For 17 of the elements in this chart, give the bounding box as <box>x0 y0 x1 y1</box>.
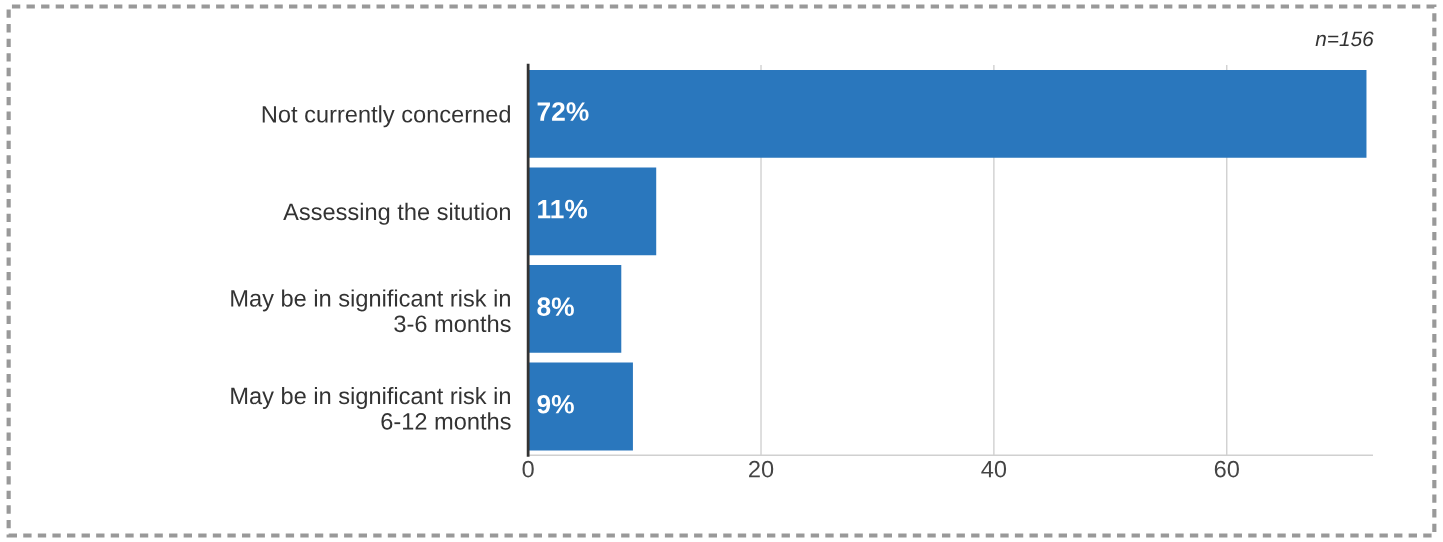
x-tick-label: 20 <box>749 460 774 478</box>
y-tick-label: May be in significant risk in 6-12 months <box>231 386 511 430</box>
bar <box>528 362 633 451</box>
x-tick-label: 0 <box>522 460 534 478</box>
y-tick-label: May be in significant risk in 3-6 months <box>231 289 511 333</box>
bar <box>528 69 1367 158</box>
data-label: 11% <box>538 199 588 219</box>
data-label: 9% <box>537 394 574 414</box>
x-tick-label: 40 <box>981 460 1007 478</box>
y-tick-label: Assessing the sitution <box>283 202 510 225</box>
bar <box>528 167 657 256</box>
text: n=156 <box>1315 31 1374 47</box>
y-tick-label: Not currently concerned <box>262 105 510 128</box>
data-label: 8% <box>537 297 574 317</box>
data-label: 72% <box>537 102 589 121</box>
x-tick-label: 60 <box>1214 460 1239 478</box>
bar <box>528 265 622 353</box>
